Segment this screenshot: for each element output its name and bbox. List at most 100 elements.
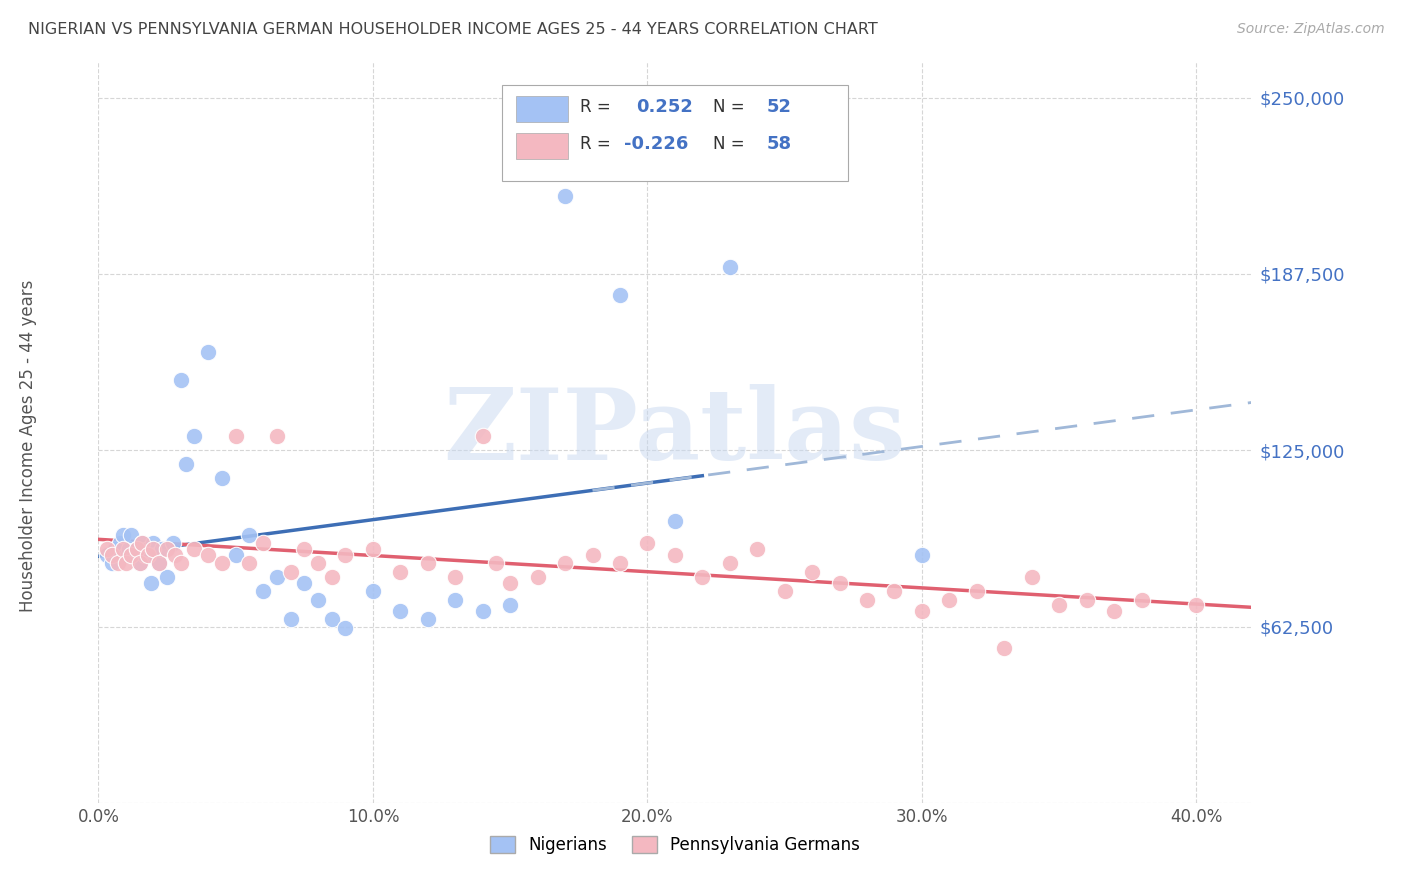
Text: R =: R = (581, 98, 616, 116)
Point (139, 575, 162, 590)
Text: N =: N = (713, 135, 749, 153)
Point (307, 556, 329, 570)
Text: -0.226: -0.226 (624, 135, 689, 153)
Point (321, 570, 343, 584)
Point (471, 429, 494, 443)
Point (911, 604, 934, 618)
Text: ZIPatlas: ZIPatlas (444, 384, 905, 481)
Point (718, 556, 741, 570)
Point (115, 556, 138, 570)
Point (361, 584, 384, 599)
Point (238, 556, 260, 570)
Point (145, 548, 167, 562)
Point (101, 548, 124, 562)
Point (321, 612, 343, 626)
Point (335, 548, 357, 562)
Text: R =: R = (581, 135, 616, 153)
Point (307, 592, 329, 607)
Legend: Nigerians, Pennsylvania Germans: Nigerians, Pennsylvania Germans (484, 830, 866, 861)
Point (609, 556, 631, 570)
Point (773, 584, 796, 599)
Point (389, 604, 412, 618)
Point (416, 612, 439, 626)
Point (96, 548, 118, 562)
Point (664, 548, 686, 562)
Text: 0.252: 0.252 (636, 98, 693, 116)
Point (1102, 604, 1125, 618)
Point (636, 536, 658, 550)
Point (211, 556, 233, 570)
Point (416, 556, 439, 570)
Point (131, 536, 153, 550)
Point (747, 541, 769, 556)
Text: 52: 52 (768, 98, 792, 116)
Point (238, 528, 260, 542)
Point (110, 536, 132, 550)
Point (120, 528, 142, 542)
Point (148, 556, 170, 570)
Point (266, 570, 288, 584)
Point (1185, 599, 1208, 613)
Point (112, 528, 135, 542)
Point (174, 458, 197, 472)
Point (170, 373, 193, 387)
Point (280, 565, 302, 579)
Point (938, 592, 960, 607)
Point (162, 536, 184, 550)
Point (266, 429, 288, 443)
Point (165, 548, 187, 562)
Point (499, 599, 522, 613)
Point (120, 548, 142, 562)
Point (115, 548, 138, 562)
Point (197, 548, 219, 562)
Point (292, 541, 315, 556)
Point (183, 429, 205, 443)
Point (211, 471, 233, 485)
Point (692, 570, 714, 584)
Point (1047, 599, 1070, 613)
Point (101, 556, 124, 570)
Point (292, 575, 315, 590)
Point (150, 541, 173, 556)
Point (280, 612, 302, 626)
Point (136, 541, 159, 556)
Point (183, 541, 205, 556)
Point (128, 556, 150, 570)
Point (499, 575, 522, 590)
Point (156, 570, 179, 584)
FancyBboxPatch shape (516, 133, 568, 159)
Text: Source: ZipAtlas.com: Source: ZipAtlas.com (1237, 22, 1385, 37)
Point (856, 592, 879, 607)
Point (444, 570, 467, 584)
Text: Householder Income Ages 25 - 44 years: Householder Income Ages 25 - 44 years (20, 280, 37, 612)
Point (225, 429, 247, 443)
Point (471, 604, 494, 618)
Point (148, 556, 170, 570)
Text: NIGERIAN VS PENNSYLVANIA GERMAN HOUSEHOLDER INCOME AGES 25 - 44 YEARS CORRELATIO: NIGERIAN VS PENNSYLVANIA GERMAN HOUSEHOL… (28, 22, 877, 37)
Point (197, 344, 219, 359)
Point (1130, 592, 1153, 607)
Point (136, 548, 159, 562)
Point (128, 556, 150, 570)
Point (801, 565, 824, 579)
Point (252, 584, 274, 599)
Point (554, 189, 576, 203)
Point (485, 556, 508, 570)
Point (389, 565, 412, 579)
Point (142, 536, 165, 550)
Point (134, 548, 156, 562)
Point (664, 514, 686, 528)
Point (1076, 592, 1098, 607)
Point (993, 640, 1015, 655)
Point (125, 541, 148, 556)
Point (718, 260, 741, 274)
Point (883, 584, 905, 599)
Point (122, 548, 145, 562)
Point (125, 541, 148, 556)
Text: 58: 58 (768, 135, 792, 153)
Point (554, 556, 576, 570)
Point (1021, 570, 1043, 584)
Point (107, 556, 129, 570)
Point (225, 548, 247, 562)
FancyBboxPatch shape (516, 96, 568, 122)
